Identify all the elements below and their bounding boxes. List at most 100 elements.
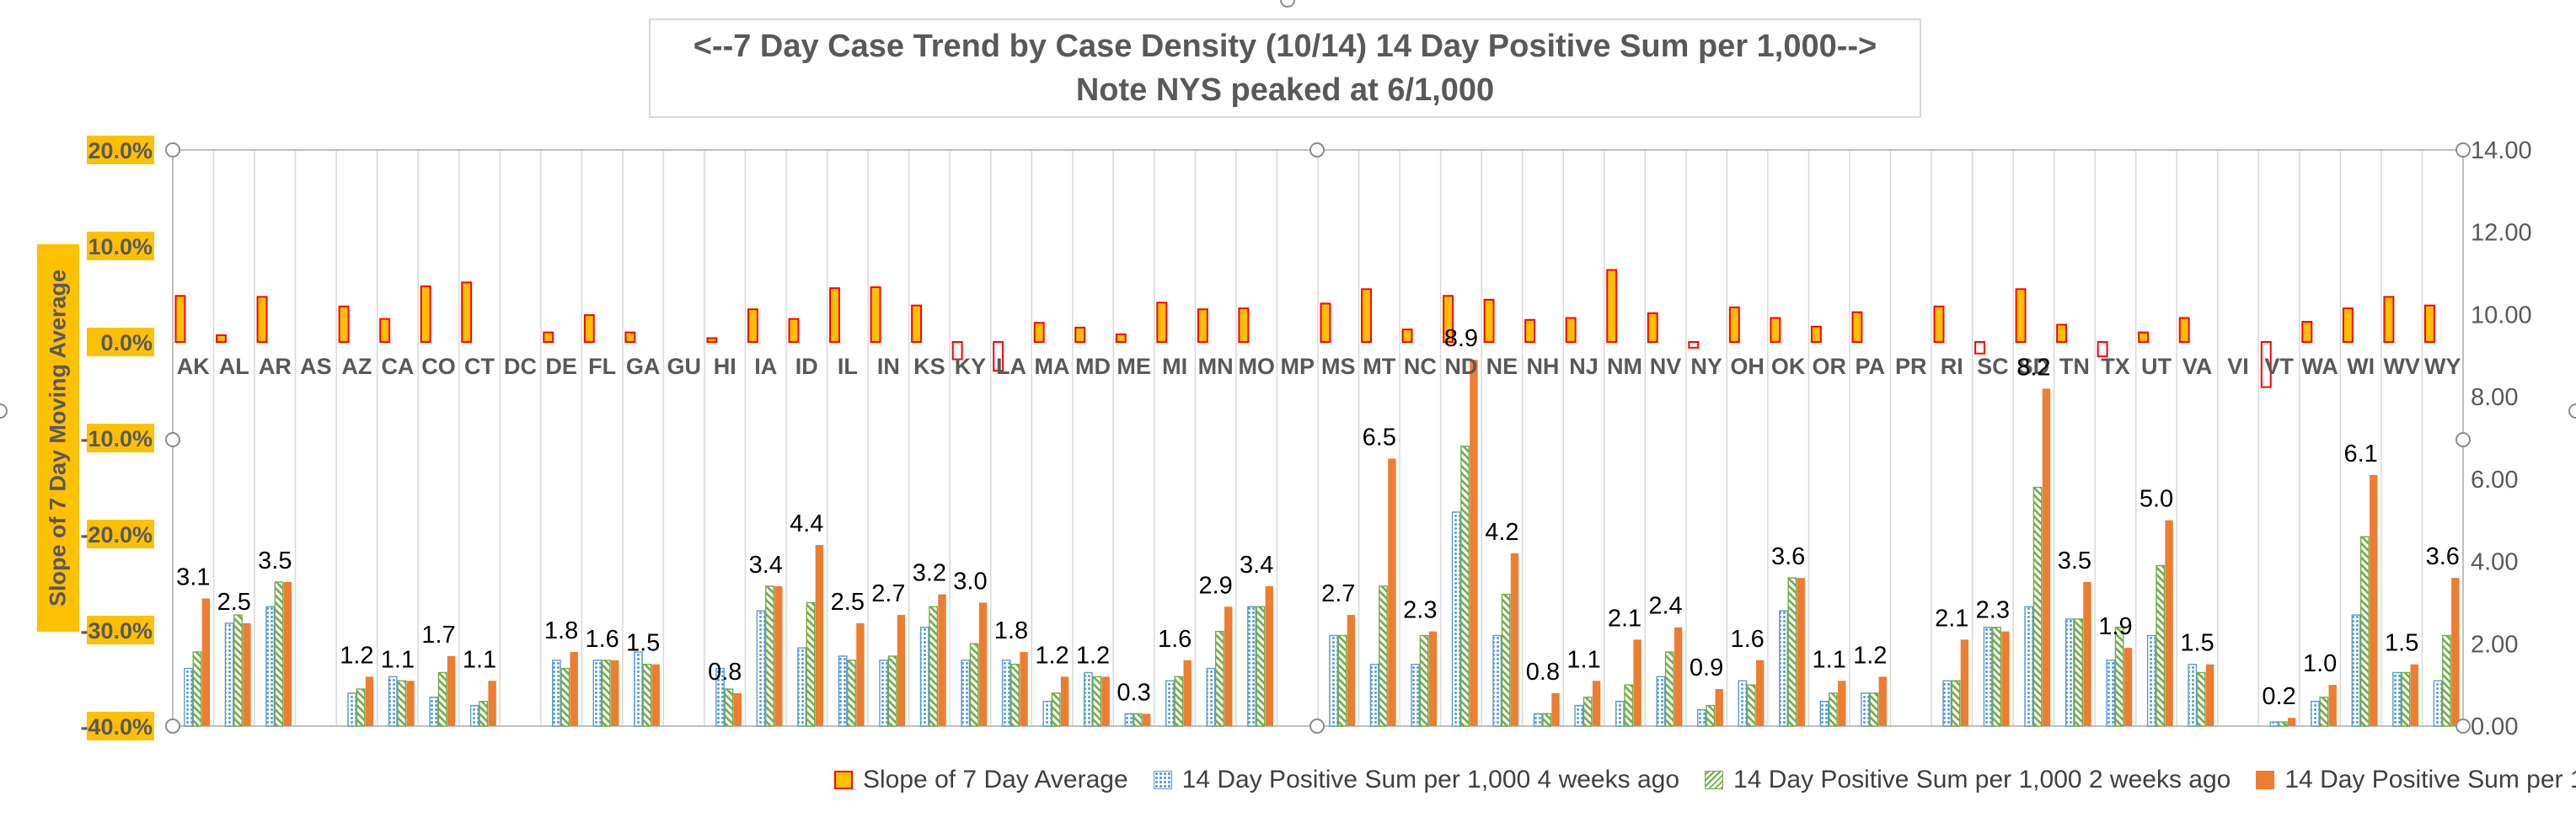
bar-2-weeks-ago[interactable] [192,651,202,727]
bar-4-weeks-ago[interactable] [1451,511,1461,727]
slope-bar[interactable] [2097,341,2108,358]
chart-title-box[interactable]: <--7 Day Case Trend by Case Density (10/… [649,19,1921,118]
slope-bar[interactable] [2260,341,2272,388]
bar-4-weeks-ago[interactable] [1411,664,1421,727]
bar-4-weeks-ago[interactable] [184,667,193,727]
bar-current[interactable] [2451,578,2460,726]
bar-2-weeks-ago[interactable] [1460,446,1470,727]
bar-current[interactable] [201,598,211,726]
slope-bar[interactable] [1361,288,1372,343]
slope-bar[interactable] [2342,307,2354,344]
bar-current[interactable] [815,545,824,726]
bar-4-weeks-ago[interactable] [2024,606,2034,727]
slope-bar[interactable] [2178,317,2190,343]
bar-current[interactable] [365,676,374,726]
bar-current[interactable] [1592,681,1601,726]
bar-current[interactable] [2410,664,2418,726]
bar-4-weeks-ago[interactable] [552,660,561,727]
bar-current[interactable] [2165,520,2173,726]
bar-4-weeks-ago[interactable] [1819,700,1829,727]
bar-current[interactable] [1797,578,1805,726]
bar-2-weeks-ago[interactable] [1092,676,1102,727]
bar-2-weeks-ago[interactable] [2032,486,2043,727]
bar-4-weeks-ago[interactable] [1165,680,1175,727]
bar-2-weeks-ago[interactable] [2114,627,2124,727]
bar-4-weeks-ago[interactable] [1329,634,1338,727]
slope-bar[interactable] [174,295,186,343]
bar-4-weeks-ago[interactable] [2392,671,2402,727]
slope-bar[interactable] [1974,341,1985,355]
bar-current[interactable] [938,594,946,726]
bar-2-weeks-ago[interactable] [2156,564,2166,727]
slope-bar[interactable] [2138,331,2150,344]
resize-handle-top[interactable] [1309,142,1325,158]
slope-bar[interactable] [788,318,800,344]
resize-handle-top-right[interactable] [2456,142,2471,158]
bar-4-weeks-ago[interactable] [2065,618,2075,727]
bar-2-weeks-ago[interactable] [1256,606,1266,727]
bar-4-weeks-ago[interactable] [1042,700,1052,727]
slope-bar[interactable] [1565,317,1577,343]
bar-current[interactable] [447,655,456,726]
bar-2-weeks-ago[interactable] [1419,634,1429,727]
bar-2-weeks-ago[interactable] [1706,704,1716,727]
bar-2-weeks-ago[interactable] [601,660,611,727]
slope-bar[interactable] [1238,307,1250,344]
slope-bar[interactable] [1033,322,1045,344]
legend[interactable]: Slope of 7 Day Average 14 Day Positive S… [834,763,2576,797]
bar-current[interactable] [2370,474,2378,726]
bar-current[interactable] [1878,676,1887,726]
bar-2-weeks-ago[interactable] [1542,713,1552,727]
bar-4-weeks-ago[interactable] [1615,700,1625,727]
bar-2-weeks-ago[interactable] [1051,692,1061,727]
bar-4-weeks-ago[interactable] [1206,667,1216,727]
bar-2-weeks-ago[interactable] [1501,593,1511,727]
bar-2-weeks-ago[interactable] [356,688,366,727]
bar-4-weeks-ago[interactable] [1574,704,1584,727]
slope-bar[interactable] [379,318,391,344]
slope-bar[interactable] [338,305,350,344]
bar-4-weeks-ago[interactable] [879,660,889,727]
bar-2-weeks-ago[interactable] [479,700,489,727]
resize-handle-left[interactable] [165,432,180,447]
bar-current[interactable] [1470,360,1478,726]
bar-4-weeks-ago[interactable] [1942,680,1952,727]
slope-bar[interactable] [1770,317,1781,343]
bar-2-weeks-ago[interactable] [2442,634,2451,727]
bar-4-weeks-ago[interactable] [1861,692,1870,727]
bar-current[interactable] [2001,631,2010,726]
bar-2-weeks-ago[interactable] [1664,651,1674,727]
bar-4-weeks-ago[interactable] [797,647,807,727]
bar-4-weeks-ago[interactable] [347,692,357,727]
slope-bar[interactable] [216,334,227,343]
bar-2-weeks-ago[interactable] [1214,630,1224,727]
bar-4-weeks-ago[interactable] [1656,676,1666,727]
bar-2-weeks-ago[interactable] [1828,692,1838,727]
bar-current[interactable] [243,622,251,726]
slope-bar[interactable] [747,308,758,343]
bar-4-weeks-ago[interactable] [1533,713,1543,727]
slope-bar[interactable] [951,341,963,361]
bar-current[interactable] [570,652,578,726]
bar-4-weeks-ago[interactable] [469,704,479,727]
bar-4-weeks-ago[interactable] [265,606,276,727]
bar-4-weeks-ago[interactable] [2188,664,2198,727]
slope-bar[interactable] [583,314,595,343]
bar-2-weeks-ago[interactable] [2359,536,2370,727]
slope-bar[interactable] [256,296,268,344]
bar-4-weeks-ago[interactable] [1124,713,1134,727]
bar-2-weeks-ago[interactable] [642,664,652,727]
bar-current[interactable] [1224,606,1233,726]
bar-2-weeks-ago[interactable] [1869,692,1879,727]
bar-4-weeks-ago[interactable] [2351,614,2361,727]
bar-current[interactable] [1020,652,1028,726]
bar-current[interactable] [651,664,660,726]
bar-2-weeks-ago[interactable] [1133,713,1143,727]
bar-current[interactable] [1265,585,1273,726]
bar-2-weeks-ago[interactable] [2196,671,2206,727]
bar-current[interactable] [488,681,496,726]
bar-current[interactable] [2123,648,2133,726]
bar-current[interactable] [2287,718,2296,726]
slope-bar[interactable] [1197,308,1208,343]
